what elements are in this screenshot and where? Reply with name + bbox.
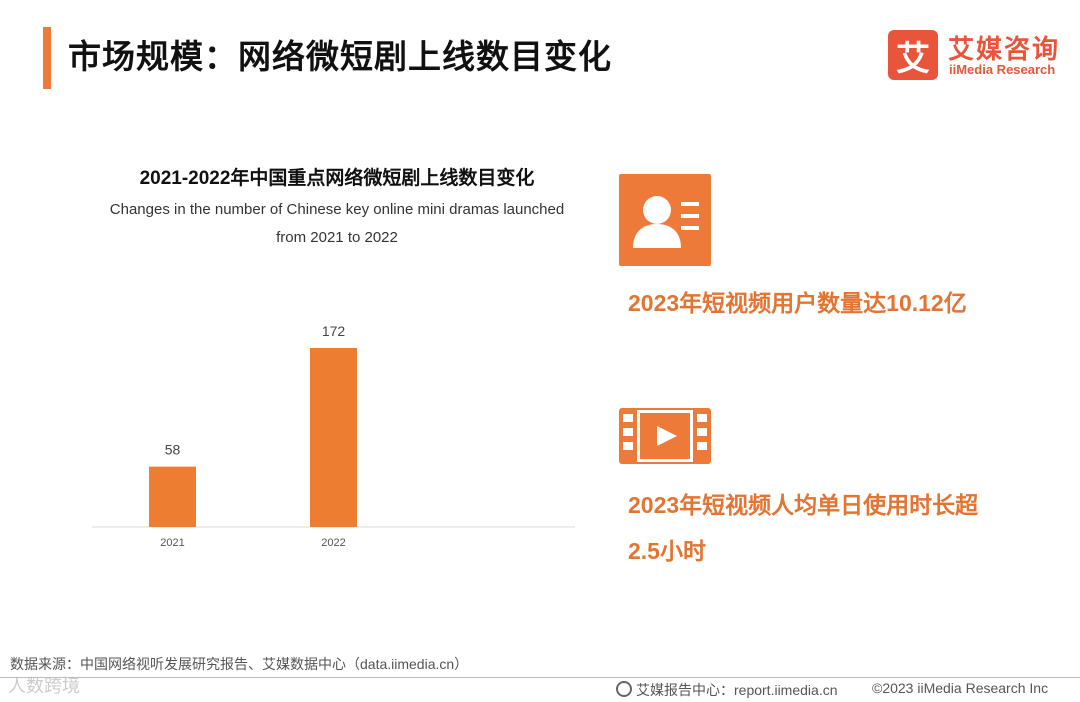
stat-short-video-users: 2023年短视频用户数量达10.12亿 — [628, 290, 967, 316]
chart-subtitle-line-2: from 2021 to 2022 — [276, 229, 398, 246]
chart-subtitle: Changes in the number of Chinese key onl… — [62, 196, 612, 252]
title-accent-bar — [43, 27, 51, 89]
data-label-2021: 58 — [165, 442, 181, 458]
stat-daily-usage-line-1: 2023年短视频人均单日使用时长超 — [628, 492, 979, 518]
report-center-link[interactable]: 艾媒报告中心：report.iimedia.cn — [616, 680, 838, 700]
page-title: 市场规模：网络微短剧上线数目变化 — [68, 38, 612, 75]
watermark: 人数跨境 — [8, 676, 80, 696]
bar-2022 — [310, 348, 357, 527]
bar-2021 — [149, 466, 196, 527]
video-play-icon — [619, 408, 711, 464]
copyright: ©2023 iiMedia Research Inc — [872, 680, 1049, 696]
x-tick-label-2021: 2021 — [160, 537, 184, 549]
logo-mark: 艾 — [888, 30, 938, 80]
data-source: 数据来源：中国网络视听发展研究报告、艾媒数据中心（data.iimedia.cn… — [10, 656, 469, 672]
brand-logo: 艾 艾媒咨询 iiMedia Research — [888, 30, 1068, 82]
data-label-2022: 172 — [322, 323, 346, 339]
globe-icon — [616, 681, 632, 697]
stat-daily-usage: 2023年短视频人均单日使用时长超 2.5小时 — [628, 482, 978, 574]
stat-daily-usage-line-2: 2.5小时 — [628, 538, 706, 564]
x-tick-label-2022: 2022 — [321, 537, 345, 549]
chart-title: 2021-2022年中国重点网络微短剧上线数目变化 — [139, 168, 535, 189]
report-center-text: 艾媒报告中心：report.iimedia.cn — [636, 682, 838, 698]
logo-english-name: iiMedia Research — [949, 62, 1056, 77]
logo-chinese-name: 艾媒咨询 — [948, 34, 1061, 64]
footer-divider — [0, 677, 1080, 678]
chart-subtitle-line-1: Changes in the number of Chinese key onl… — [109, 201, 565, 218]
user-card-icon — [619, 174, 711, 266]
